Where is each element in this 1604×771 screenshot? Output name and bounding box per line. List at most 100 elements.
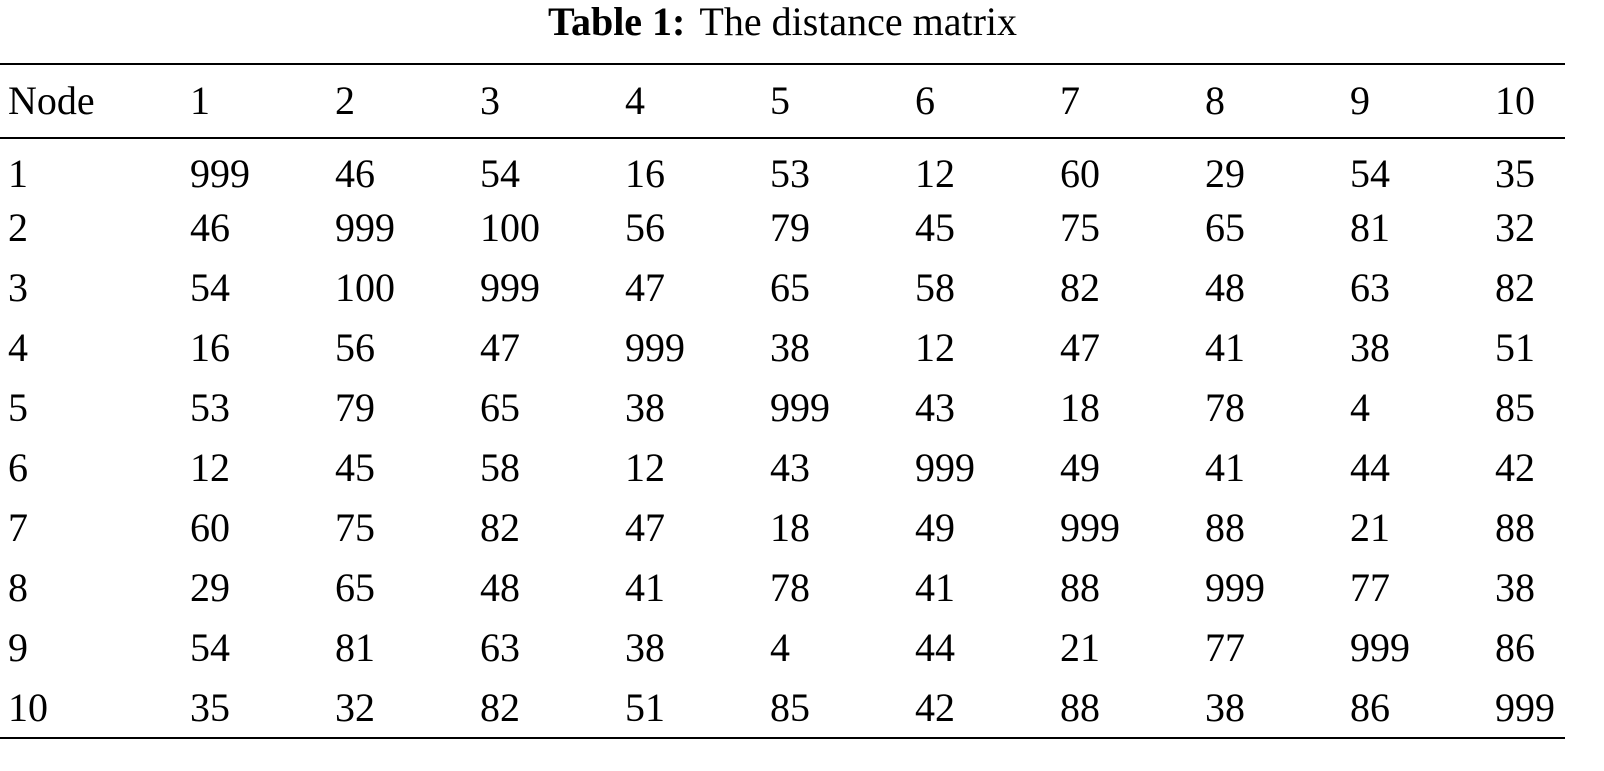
distance-cell: 12 <box>190 445 230 490</box>
distance-cell: 16 <box>625 150 665 196</box>
distance-cell: 49 <box>915 505 955 550</box>
distance-cell: 88 <box>1495 505 1535 550</box>
table-row: 8 29 65 48 41 78 41 88 999 77 38 <box>0 558 1565 618</box>
distance-cell: 29 <box>1205 150 1245 196</box>
distance-cell: 38 <box>1495 565 1535 610</box>
row-label: 8 <box>8 565 28 610</box>
row-label: 7 <box>8 505 28 550</box>
distance-cell: 47 <box>480 325 520 370</box>
row-label: 1 <box>8 150 28 196</box>
distance-cell: 42 <box>1495 445 1535 490</box>
distance-cell: 35 <box>190 684 230 730</box>
row-label: 10 <box>8 684 48 730</box>
distance-cell: 18 <box>770 505 810 550</box>
distance-cell: 41 <box>1205 445 1245 490</box>
distance-cell: 78 <box>770 565 810 610</box>
distance-cell: 86 <box>1495 625 1535 670</box>
distance-cell: 999 <box>1495 684 1555 730</box>
distance-cell: 88 <box>1205 505 1245 550</box>
distance-cell: 77 <box>1350 565 1390 610</box>
distance-cell: 44 <box>915 625 955 670</box>
distance-cell: 81 <box>1350 205 1390 250</box>
table-row: 3 54 100 999 47 65 58 82 48 63 82 <box>0 258 1565 318</box>
distance-cell: 65 <box>1205 205 1245 250</box>
distance-cell: 60 <box>1060 150 1100 196</box>
distance-cell: 77 <box>1205 625 1245 670</box>
distance-cell: 18 <box>1060 385 1100 430</box>
row-label: 2 <box>8 205 28 250</box>
distance-table: Node 1 2 3 4 5 6 7 8 9 10 1 999 46 54 16 53 12 60 29 54 35 2 4… <box>0 63 1565 739</box>
distance-cell: 63 <box>480 625 520 670</box>
distance-cell: 46 <box>335 150 375 196</box>
distance-cell: 75 <box>335 505 375 550</box>
distance-cell: 82 <box>1060 265 1100 310</box>
distance-cell: 43 <box>770 445 810 490</box>
distance-cell: 38 <box>770 325 810 370</box>
header-cell: 6 <box>915 78 935 123</box>
distance-cell: 32 <box>335 684 375 730</box>
distance-cell: 29 <box>190 565 230 610</box>
distance-cell: 41 <box>915 565 955 610</box>
row-label: 4 <box>8 325 28 370</box>
header-cell: 7 <box>1060 78 1080 123</box>
distance-cell: 999 <box>480 265 540 310</box>
header-cell: 1 <box>190 78 210 123</box>
distance-cell: 38 <box>625 385 665 430</box>
distance-cell: 47 <box>625 505 665 550</box>
distance-cell: 21 <box>1350 505 1390 550</box>
distance-cell: 79 <box>335 385 375 430</box>
distance-cell: 54 <box>190 625 230 670</box>
distance-cell: 63 <box>1350 265 1390 310</box>
header-row: Node 1 2 3 4 5 6 7 8 9 10 <box>0 64 1565 138</box>
distance-cell: 38 <box>1205 684 1245 730</box>
distance-cell: 48 <box>480 565 520 610</box>
table-row: 1 999 46 54 16 53 12 60 29 54 35 <box>0 138 1565 198</box>
table-row: 10 35 32 82 51 85 42 88 38 86 999 <box>0 678 1565 738</box>
distance-cell: 999 <box>1205 565 1265 610</box>
distance-cell: 46 <box>190 205 230 250</box>
distance-cell: 79 <box>770 205 810 250</box>
distance-cell: 12 <box>625 445 665 490</box>
distance-cell: 999 <box>335 205 395 250</box>
distance-cell: 58 <box>480 445 520 490</box>
distance-cell: 32 <box>1495 205 1535 250</box>
distance-cell: 86 <box>1350 684 1390 730</box>
distance-cell: 4 <box>1350 385 1370 430</box>
header-cell: 2 <box>335 78 355 123</box>
distance-cell: 54 <box>1350 150 1390 196</box>
header-cell: 3 <box>480 78 500 123</box>
distance-cell: 65 <box>770 265 810 310</box>
distance-cell: 999 <box>190 150 250 196</box>
header-cell: 8 <box>1205 78 1225 123</box>
distance-cell: 999 <box>1060 505 1120 550</box>
distance-cell: 44 <box>1350 445 1390 490</box>
distance-cell: 100 <box>335 265 395 310</box>
table-body: 1 999 46 54 16 53 12 60 29 54 35 2 46 999 100 56 79 45 75 6… <box>0 138 1565 738</box>
distance-cell: 88 <box>1060 684 1100 730</box>
distance-cell: 78 <box>1205 385 1245 430</box>
table-caption: Table 1: The distance matrix <box>0 0 1565 63</box>
distance-cell: 47 <box>625 265 665 310</box>
distance-cell: 48 <box>1205 265 1245 310</box>
distance-cell: 45 <box>915 205 955 250</box>
distance-cell: 51 <box>625 684 665 730</box>
distance-cell: 999 <box>770 385 830 430</box>
distance-cell: 38 <box>1350 325 1390 370</box>
table-row: 2 46 999 100 56 79 45 75 65 81 32 <box>0 198 1565 258</box>
distance-cell: 82 <box>480 684 520 730</box>
distance-cell: 999 <box>625 325 685 370</box>
distance-cell: 65 <box>335 565 375 610</box>
distance-cell: 47 <box>1060 325 1100 370</box>
distance-cell: 100 <box>480 205 540 250</box>
table-row: 5 53 79 65 38 999 43 18 78 4 85 <box>0 378 1565 438</box>
caption-text: The distance matrix <box>699 0 1018 44</box>
table-row: 6 12 45 58 12 43 999 49 41 44 42 <box>0 438 1565 498</box>
distance-cell: 35 <box>1495 150 1535 196</box>
distance-cell: 75 <box>1060 205 1100 250</box>
distance-cell: 38 <box>625 625 665 670</box>
distance-cell: 54 <box>480 150 520 196</box>
distance-cell: 56 <box>335 325 375 370</box>
distance-cell: 21 <box>1060 625 1100 670</box>
